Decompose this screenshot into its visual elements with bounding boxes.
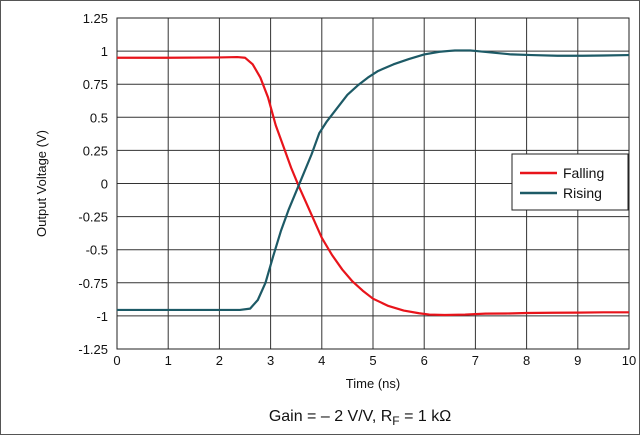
series-layer <box>117 49 630 317</box>
grid <box>117 18 629 349</box>
series-line-falling <box>117 55 629 317</box>
caption-subscript: F <box>392 414 399 428</box>
y-tick-label: -0.75 <box>78 276 108 291</box>
plot-area <box>116 17 630 350</box>
y-tick-label: 0.75 <box>83 77 108 92</box>
legend-label-rising: Rising <box>563 185 602 201</box>
legend-box <box>511 153 629 211</box>
series-line-rising <box>117 49 630 312</box>
x-tick-label: 5 <box>369 353 376 368</box>
x-tick-label: 9 <box>574 353 581 368</box>
x-tick-label: 0 <box>113 353 120 368</box>
x-tick-label: 7 <box>472 353 479 368</box>
x-axis-label: Time (ns) <box>346 376 400 391</box>
x-axis-ticks: 0 1 2 3 4 5 6 7 8 9 10 <box>113 353 636 368</box>
y-axis-label: Output Voltage (V) <box>34 130 49 237</box>
x-tick-label: 6 <box>421 353 428 368</box>
y-tick-label: 1.25 <box>83 11 108 26</box>
legend-label-falling: Falling <box>563 165 604 181</box>
x-tick-label: 8 <box>523 353 530 368</box>
caption-tail: = 1 kΩ <box>400 408 452 425</box>
y-axis-ticks: 1.25 1 0.75 0.5 0.25 0 -0.25 -0.5 -0.75 -1 -1.25 <box>78 11 108 357</box>
y-tick-label: 1 <box>101 44 108 59</box>
x-tick-label: 1 <box>165 353 172 368</box>
y-tick-label: 0.25 <box>83 143 108 158</box>
y-tick-label: -0.5 <box>86 243 108 258</box>
caption-main: Gain = – 2 V/V, R <box>269 408 392 425</box>
x-tick-label: 10 <box>622 353 636 368</box>
x-tick-label: 4 <box>318 353 325 368</box>
chart-caption: Gain = – 2 V/V, RF = 1 kΩ <box>269 408 451 428</box>
y-tick-label: -0.25 <box>78 210 108 225</box>
y-tick-label: 0 <box>101 177 108 192</box>
y-tick-label: -1 <box>96 309 108 324</box>
x-tick-label: 3 <box>267 353 274 368</box>
legend: Falling Rising <box>511 153 629 211</box>
y-tick-label: 0.5 <box>90 110 108 125</box>
y-tick-label: -1.25 <box>78 342 108 357</box>
x-tick-label: 2 <box>216 353 223 368</box>
